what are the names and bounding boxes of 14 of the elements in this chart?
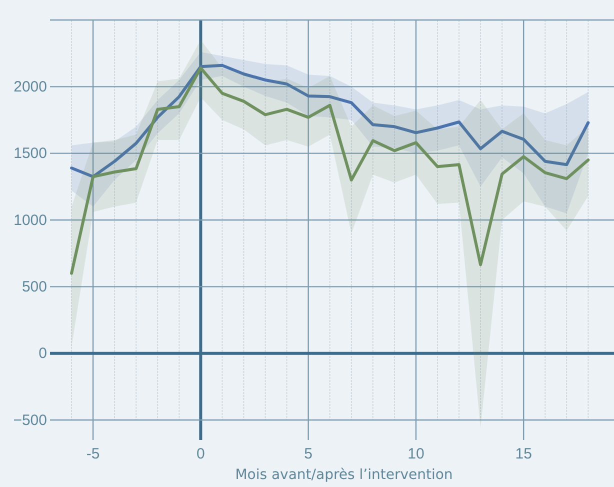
- y-tick-label: −500: [13, 412, 47, 429]
- x-tick-label: 15: [515, 446, 532, 463]
- y-tick-label: 1500: [14, 145, 47, 162]
- line-series: [70, 64, 590, 178]
- x-tick-label: 10: [408, 446, 424, 463]
- y-tick-label: 0: [38, 345, 47, 362]
- y-tick-label: 2000: [14, 78, 47, 96]
- x-tick-label: 0: [196, 446, 205, 463]
- x-axis-title: Mois avant/après l’intervention: [235, 467, 453, 483]
- x-tick-label: 5: [304, 446, 312, 463]
- y-tick-label: 1000: [14, 212, 47, 229]
- x-tick-label: -5: [86, 446, 100, 463]
- y-tick-label: 500: [22, 278, 47, 296]
- line-series: [70, 66, 590, 275]
